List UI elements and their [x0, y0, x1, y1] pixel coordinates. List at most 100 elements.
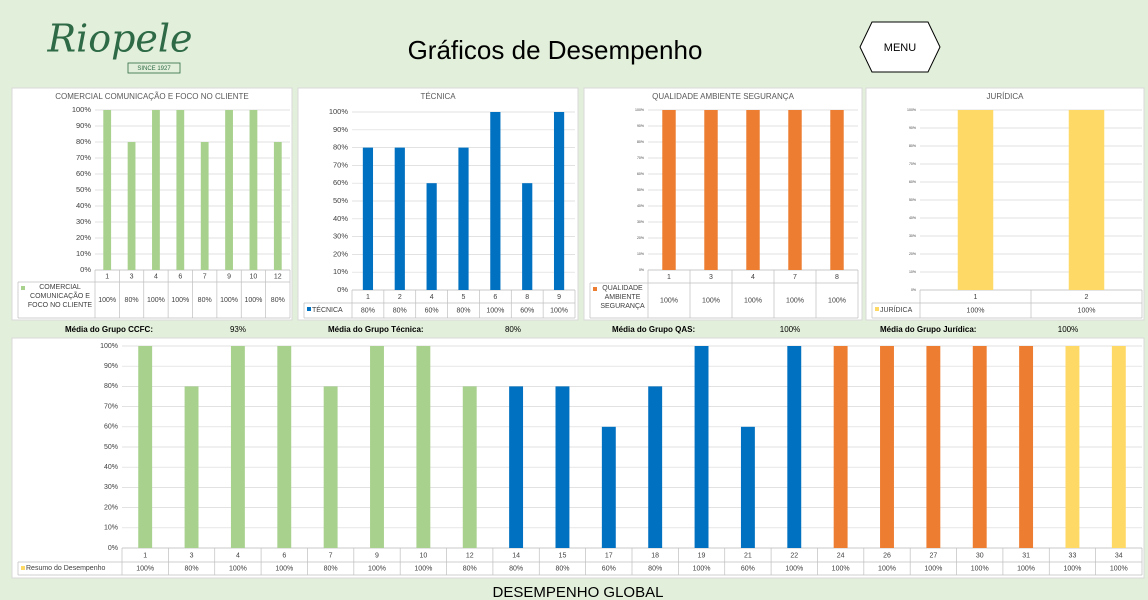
bar: [926, 346, 941, 548]
chart-title: JURÍDICA: [987, 92, 1025, 101]
y-tick-label: 0%: [639, 268, 644, 272]
chart-title: DESEMPENHO GLOBAL: [493, 584, 664, 600]
y-tick-label: 100%: [329, 107, 349, 116]
value-label: 80%: [555, 565, 569, 572]
x-tick-label: 34: [1115, 552, 1123, 559]
value-label: 100%: [971, 565, 989, 572]
bar: [746, 110, 760, 270]
average-value: 80%: [505, 325, 521, 334]
y-tick-label: 90%: [333, 125, 348, 134]
y-tick-label: 40%: [637, 204, 644, 208]
x-tick-label: 3: [130, 273, 134, 280]
x-tick-label: 6: [178, 273, 182, 280]
bar: [426, 183, 437, 290]
bar: [152, 110, 160, 270]
x-tick-label: 22: [790, 552, 798, 559]
value-label: 80%: [198, 297, 212, 304]
chart-panel: [11, 87, 293, 321]
x-tick-label: 10: [419, 552, 427, 559]
x-tick-label: 26: [883, 552, 891, 559]
value-label: 60%: [520, 307, 534, 314]
legend-box: QUALIDADE AMBIENTE SEGURANÇA: [600, 285, 644, 310]
bar: [788, 110, 802, 270]
bar: [648, 386, 663, 548]
x-tick-label: 3: [709, 274, 713, 281]
x-tick-label: 2: [1085, 294, 1089, 301]
bar: [833, 346, 848, 548]
chart-title: TÉCNICA: [420, 92, 456, 101]
y-tick-label: 10%: [637, 252, 644, 256]
value-label: 100%: [414, 565, 432, 572]
average-value: 93%: [230, 325, 246, 334]
bar: [323, 386, 338, 548]
x-tick-label: 1: [366, 294, 370, 301]
y-tick-label: 10%: [333, 267, 348, 276]
y-tick-label: 10%: [909, 270, 916, 274]
value-label: 60%: [425, 307, 439, 314]
bar: [458, 147, 469, 290]
bar: [553, 112, 565, 290]
y-tick-label: 60%: [333, 178, 348, 187]
x-tick-label: 4: [236, 552, 240, 559]
value-label: 80%: [393, 307, 407, 314]
x-tick-label: 8: [525, 294, 529, 301]
y-tick-label: 90%: [104, 363, 118, 370]
value-label: 100%: [660, 297, 678, 304]
bar: [230, 346, 245, 548]
legend-label: JURÍDICA: [880, 307, 913, 314]
x-tick-label: 9: [227, 273, 231, 280]
x-tick-label: 7: [203, 273, 207, 280]
x-tick-label: 10: [250, 273, 258, 280]
bar: [362, 147, 374, 290]
x-tick-label: 1: [667, 274, 671, 281]
menu-button[interactable]: [859, 21, 941, 73]
y-tick-label: 70%: [76, 153, 91, 162]
y-tick-label: 90%: [637, 124, 644, 128]
x-tick-label: 8: [835, 274, 839, 281]
value-label: 100%: [98, 297, 116, 304]
bar: [830, 110, 844, 270]
logo-since: SINCE 1927: [137, 66, 171, 72]
y-tick-label: 20%: [104, 504, 118, 511]
value-label: 60%: [741, 565, 755, 572]
y-tick-label: 80%: [104, 383, 118, 390]
x-tick-label: 6: [282, 552, 286, 559]
y-tick-label: 90%: [76, 121, 91, 130]
x-tick-label: 17: [605, 552, 613, 559]
y-tick-label: 60%: [909, 180, 916, 184]
y-tick-label: 10%: [104, 525, 118, 532]
bar: [490, 112, 501, 290]
bar: [225, 110, 233, 270]
value-label: 100%: [1017, 565, 1035, 572]
y-tick-label: 60%: [637, 172, 644, 176]
value-label: 100%: [136, 565, 154, 572]
legend-swatch: [21, 286, 25, 290]
average-label: Média do Grupo QAS:: [612, 325, 695, 334]
y-tick-label: 50%: [909, 198, 916, 202]
legend-swatch: [593, 287, 597, 291]
value-label: 100%: [832, 565, 850, 572]
bar: [601, 426, 616, 548]
y-tick-label: 0%: [911, 288, 916, 292]
logo: Riopele: [46, 17, 192, 61]
legend-box: Resumo do Desempenho: [26, 565, 105, 572]
bar: [394, 147, 405, 290]
x-tick-label: 33: [1069, 552, 1077, 559]
bar: [522, 183, 533, 290]
chart-panel: [11, 337, 1145, 579]
bar: [416, 346, 431, 548]
bar: [370, 346, 384, 548]
y-tick-label: 70%: [104, 403, 118, 410]
logo-since-box: [127, 62, 181, 74]
legend-swatch: [875, 307, 879, 311]
bar: [662, 110, 676, 270]
menu-label[interactable]: MENU: [884, 42, 916, 54]
value-label: 100%: [786, 297, 804, 304]
bar: [273, 142, 282, 270]
legend-box: COMERCIAL COMUNICAÇÃO E FOCO NO CLIENTE: [28, 284, 92, 309]
chart-title: QUALIDADE AMBIENTE SEGURANÇA: [652, 92, 794, 101]
value-label: 80%: [324, 565, 338, 572]
x-tick-label: 1: [143, 552, 147, 559]
value-label: 80%: [463, 565, 477, 572]
x-tick-label: 24: [837, 552, 845, 559]
